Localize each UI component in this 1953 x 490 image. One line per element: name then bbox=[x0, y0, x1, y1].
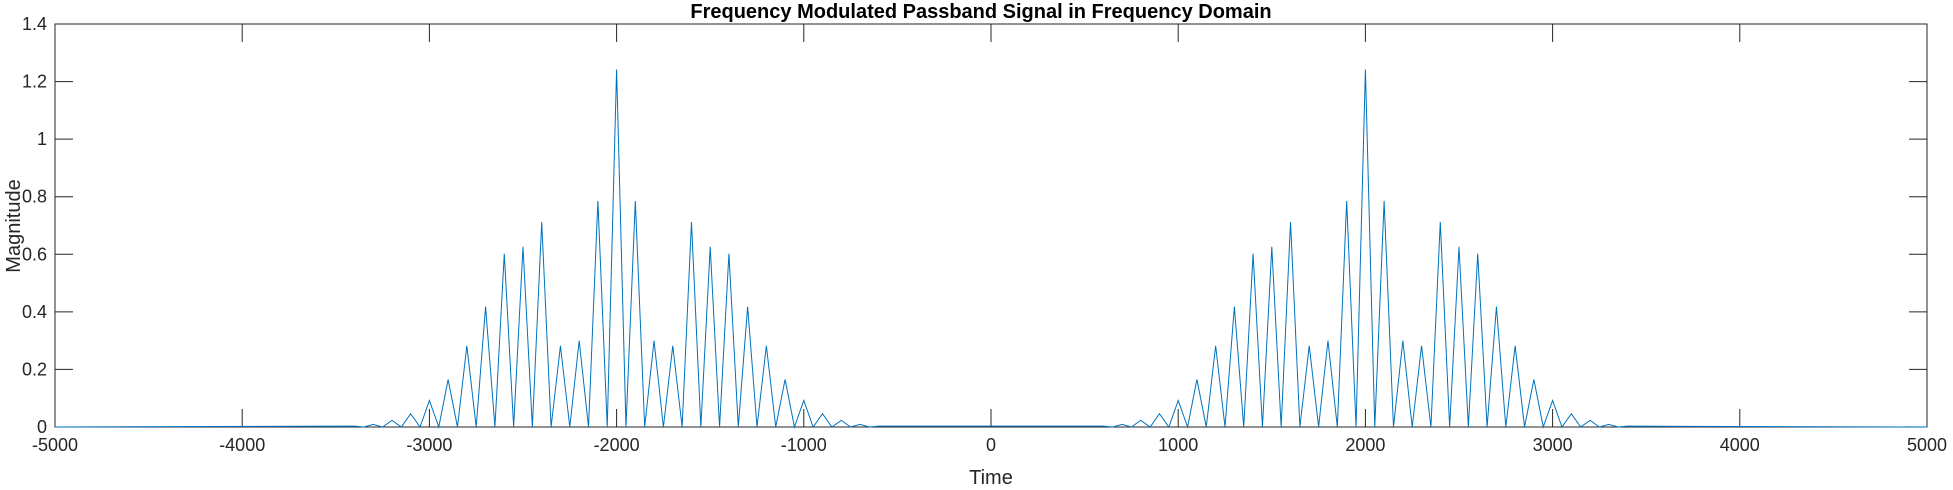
x-tick-label: -3000 bbox=[406, 435, 452, 455]
y-tick-label: 0 bbox=[37, 417, 47, 437]
x-tick-label: -2000 bbox=[594, 435, 640, 455]
y-axis-label: Magnitude bbox=[3, 179, 25, 272]
plot-frame bbox=[54, 23, 1928, 428]
x-tick-label: 1000 bbox=[1158, 435, 1198, 455]
x-tick-label: -4000 bbox=[219, 435, 265, 455]
chart-title: Frequency Modulated Passband Signal in F… bbox=[690, 1, 1271, 23]
y-tick-label: 1.4 bbox=[22, 14, 47, 34]
x-tick-label: -5000 bbox=[32, 435, 78, 455]
x-axis-label: Time bbox=[969, 467, 1013, 489]
x-tick-label: 0 bbox=[986, 435, 996, 455]
y-tick-label: 1.2 bbox=[22, 72, 47, 92]
y-tick-label: 0.4 bbox=[22, 302, 47, 322]
x-tick-label: -1000 bbox=[781, 435, 827, 455]
y-tick-label: 1 bbox=[37, 129, 47, 149]
x-tick-label: 4000 bbox=[1720, 435, 1760, 455]
y-tick-label: 0.6 bbox=[22, 244, 47, 264]
x-tick-label: 3000 bbox=[1533, 435, 1573, 455]
y-tick-label: 0.2 bbox=[22, 359, 47, 379]
tick-labels-layer: -5000 -4000 -3000 -2000 -1000 0 1000 2000 3000 40… bbox=[22, 14, 1947, 455]
y-tick-label: 0.8 bbox=[22, 187, 47, 207]
x-tick-label: 5000 bbox=[1907, 435, 1947, 455]
x-tick-label: 2000 bbox=[1345, 435, 1385, 455]
series-line bbox=[54, 69, 1928, 429]
